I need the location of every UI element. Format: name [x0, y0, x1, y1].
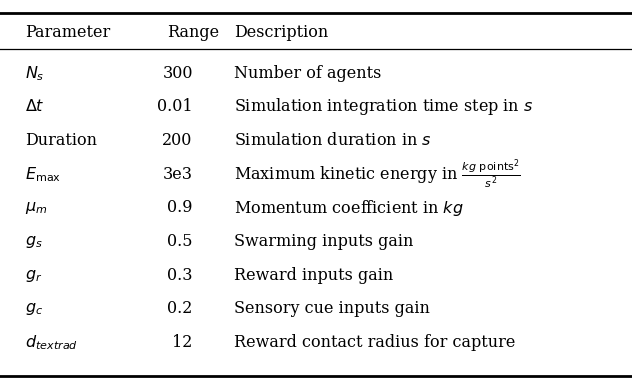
Text: Range: Range [167, 24, 219, 41]
Text: Duration: Duration [25, 132, 97, 149]
Text: $g_s$: $g_s$ [25, 233, 43, 250]
Text: $\Delta t$: $\Delta t$ [25, 99, 45, 115]
Text: Parameter: Parameter [25, 24, 111, 41]
Text: $g_c$: $g_c$ [25, 300, 44, 317]
Text: $N_s$: $N_s$ [25, 64, 45, 83]
Text: Simulation integration time step in $s$: Simulation integration time step in $s$ [234, 97, 533, 117]
Text: 3e3: 3e3 [163, 166, 193, 183]
Text: 0.3: 0.3 [167, 267, 193, 283]
Text: 0.9: 0.9 [167, 199, 193, 216]
Text: 12: 12 [173, 334, 193, 351]
Text: Number of agents: Number of agents [234, 65, 381, 82]
Text: 0.01: 0.01 [157, 99, 193, 115]
Text: Simulation duration in $s$: Simulation duration in $s$ [234, 132, 432, 149]
Text: Reward inputs gain: Reward inputs gain [234, 267, 393, 283]
Text: Swarming inputs gain: Swarming inputs gain [234, 233, 413, 250]
Text: 200: 200 [162, 132, 193, 149]
Text: $\mu_m$: $\mu_m$ [25, 199, 48, 216]
Text: 0.5: 0.5 [167, 233, 193, 250]
Text: $E_{\mathrm{max}}$: $E_{\mathrm{max}}$ [25, 165, 61, 183]
Text: Reward contact radius for capture: Reward contact radius for capture [234, 334, 515, 351]
Text: Maximum kinetic energy in $\frac{kg\ \mathrm{points}^2}{s^2}$: Maximum kinetic energy in $\frac{kg\ \ma… [234, 157, 521, 191]
Text: Description: Description [234, 24, 328, 41]
Text: $g_r$: $g_r$ [25, 267, 42, 283]
Text: $d_{textrad}$: $d_{textrad}$ [25, 333, 78, 351]
Text: 0.2: 0.2 [167, 300, 193, 317]
Text: 300: 300 [162, 65, 193, 82]
Text: Sensory cue inputs gain: Sensory cue inputs gain [234, 300, 430, 317]
Text: Momentum coefficient in $kg$: Momentum coefficient in $kg$ [234, 198, 463, 218]
